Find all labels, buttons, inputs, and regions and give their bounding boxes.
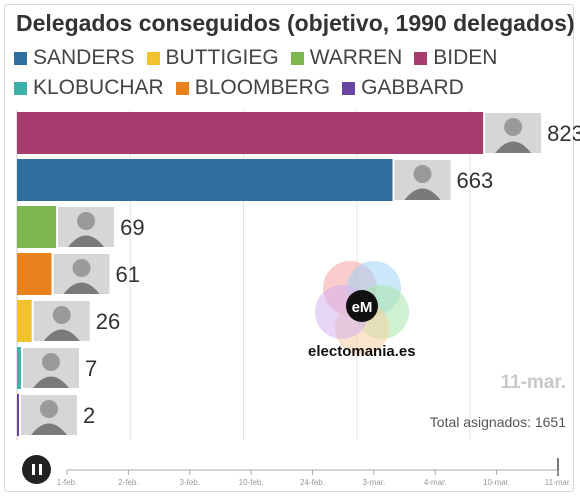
legend-swatch xyxy=(14,81,27,95)
chart-frame xyxy=(4,4,574,492)
legend-label: KLOBUCHAR xyxy=(33,76,164,99)
candidate-photo xyxy=(22,348,79,388)
total-assigned: Total asignados: 1651 xyxy=(429,414,566,430)
photo-body xyxy=(31,423,67,435)
legend-item-biden: BIDEN xyxy=(414,46,497,70)
photo-head xyxy=(504,118,523,136)
photo-head xyxy=(41,353,60,371)
candidate-photo xyxy=(394,160,451,200)
candidate-photo xyxy=(53,254,110,294)
photo-head xyxy=(52,306,71,324)
legend-item-buttigieg: BUTTIGIEG xyxy=(146,46,279,70)
legend-label: BUTTIGIEG xyxy=(165,46,279,69)
chart-title: Delegados conseguidos (objetivo, 1990 de… xyxy=(16,10,575,36)
legend-item-gabbard: GABBARD xyxy=(342,76,464,100)
pause-button[interactable] xyxy=(22,455,51,484)
legend-item-bloomberg: BLOOMBERG xyxy=(175,76,331,100)
bar-value-label: 69 xyxy=(120,215,144,240)
photo-head xyxy=(413,165,432,183)
photo-body xyxy=(63,282,100,294)
photo-body xyxy=(68,235,105,247)
photo-body xyxy=(43,329,80,341)
bar-buttigieg xyxy=(17,300,32,342)
legend-label: BIDEN xyxy=(433,46,498,69)
photo-body xyxy=(495,141,532,153)
pause-icon xyxy=(31,464,42,475)
current-date-label: 11-mar. xyxy=(500,372,567,393)
legend-swatch xyxy=(175,81,189,95)
legend-label: SANDERS xyxy=(33,46,135,69)
bar-value-label: 2 xyxy=(83,403,95,428)
bar-value-label: 26 xyxy=(96,309,120,334)
svg-text:eM: eM xyxy=(352,299,373,316)
legend-label: WARREN xyxy=(309,46,403,69)
photo-head xyxy=(77,212,96,230)
bar-value-label: 823 xyxy=(547,121,580,146)
bar-gabbard xyxy=(17,394,19,436)
legend-swatch xyxy=(290,51,304,65)
watermark-text: electomania.es xyxy=(308,343,416,360)
candidate-photo xyxy=(21,395,77,435)
legend: SANDERS BUTTIGIEG WARREN BIDEN xyxy=(14,46,574,70)
legend-swatch xyxy=(14,51,27,65)
legend-item-klobuchar: KLOBUCHAR xyxy=(14,76,164,100)
candidate-photo xyxy=(33,301,90,341)
photo-head xyxy=(72,259,91,277)
bar-value-label: 7 xyxy=(85,356,97,381)
legend-swatch xyxy=(146,51,160,65)
photo-head xyxy=(40,400,58,418)
bar-klobuchar xyxy=(17,347,21,389)
candidate-photo xyxy=(58,207,115,247)
legend-swatch xyxy=(414,51,428,65)
electomania-logo: eM xyxy=(315,261,409,355)
bar-value-label: 663 xyxy=(456,168,493,193)
bar-warren xyxy=(17,206,57,248)
legend-label: GABBARD xyxy=(361,76,464,99)
legend-swatch xyxy=(342,81,356,95)
legend-label: BLOOMBERG xyxy=(194,76,331,99)
photo-body xyxy=(32,376,69,388)
bar-value-label: 61 xyxy=(116,262,140,287)
legend-item-warren: WARREN xyxy=(290,46,403,70)
legend: KLOBUCHAR BLOOMBERG GABBARD xyxy=(14,76,574,100)
bar-biden xyxy=(17,112,484,154)
legend-item-sanders: SANDERS xyxy=(14,46,135,70)
photo-body xyxy=(404,188,441,200)
candidate-photo xyxy=(485,113,542,153)
bar-sanders xyxy=(17,159,393,201)
bar-bloomberg xyxy=(17,253,52,295)
